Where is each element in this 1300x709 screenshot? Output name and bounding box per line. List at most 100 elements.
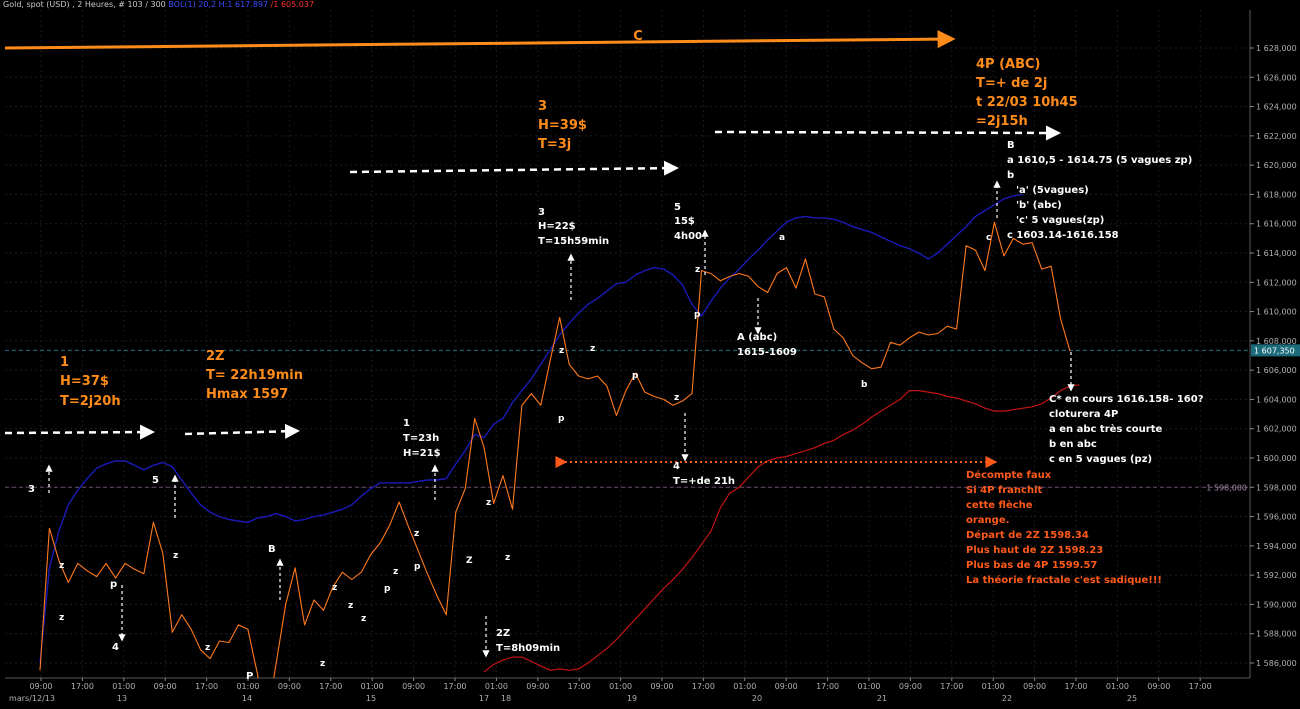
sub5-time: 4h00 <box>674 231 702 242</box>
wave2z-time: T= 22h19min <box>206 368 303 383</box>
x-tick-label: 01:00 <box>733 682 756 691</box>
x-tick-label: 01:00 <box>112 682 135 691</box>
chart-series <box>39 193 1080 678</box>
cstar-line4: b en abc <box>1049 439 1097 450</box>
b-block-title: B <box>1007 140 1015 151</box>
bollinger-label: BOL(1) 20,2 <box>168 0 217 9</box>
y-tick-label: 1 590,000 <box>1256 600 1297 609</box>
p-left-label: p <box>110 579 117 590</box>
wave-letter-label: z <box>59 561 64 571</box>
x-tick-label: 09:00 <box>402 682 425 691</box>
wave-letter-label: z <box>348 601 353 611</box>
wave-letter-label: z <box>332 583 337 593</box>
y-tick-label: 1 592,000 <box>1256 571 1297 580</box>
a-abc-label: A (abc) <box>737 332 777 343</box>
x-tick-label: 17:00 <box>71 682 94 691</box>
wave2z-hmax: Hmax 1597 <box>206 387 288 402</box>
wave-letter-label: p <box>414 562 421 572</box>
chart-grid <box>5 10 1251 679</box>
x-tick-label: 17:00 <box>816 682 839 691</box>
sub2z-title: 2Z <box>496 628 510 639</box>
wave1-duration-arrow <box>4 424 155 440</box>
y-tick-label: 1 594,000 <box>1256 542 1297 551</box>
b-block-c2: 'c' 5 vagues(zp) <box>1016 215 1104 226</box>
wave-letter-label: p <box>632 371 639 381</box>
sub3-height: H=22$ <box>538 221 576 232</box>
x-date-label: 20 <box>752 694 762 703</box>
wave-letter-label: z <box>486 498 491 508</box>
wave-letter-label: z <box>173 551 178 561</box>
wave1-time: T=2j20h <box>60 394 121 409</box>
y-tick-label: 1 600,000 <box>1256 454 1297 463</box>
wave-letter-label: z <box>559 346 564 356</box>
b-block-b2: 'b' (abc) <box>1016 200 1062 211</box>
wave3-number: 3 <box>538 99 547 114</box>
x-date-label: 25 <box>1127 694 1137 703</box>
b-block-c: c 1603.14-1616.158 <box>1007 230 1119 241</box>
x-axis: 09:00 17:00 01:00 09:00 17:00 01:00 09:00 17:00… <box>9 678 1212 703</box>
x-tick-label: 17:00 <box>1189 682 1212 691</box>
decompte-line8: La théorie fractale c'est sadique!!! <box>966 574 1162 586</box>
x-tick-label: 17:00 <box>940 682 963 691</box>
wave-letter-label: Z <box>466 556 473 566</box>
bollinger-upper-line <box>39 193 1023 664</box>
wave3-time: T=3j <box>538 137 571 152</box>
y-axis: 1 586,000 1 588,000 1 590,000 1 592,000 1 59… <box>1206 44 1300 668</box>
sub3-time: T=15h59min <box>538 236 609 247</box>
x-tick-label: 09:00 <box>775 682 798 691</box>
x-date-label: 21 <box>877 694 887 703</box>
decompte-line2: Si 4P franchit <box>966 485 1043 496</box>
wave-letter-label: p <box>694 310 701 320</box>
sub5-number: 5 <box>674 202 681 213</box>
x-tick-label: 09:00 <box>154 682 177 691</box>
x-date-label: 19 <box>627 694 637 703</box>
x-tick-label: 09:00 <box>29 682 52 691</box>
cstar-line3: a en abc très courte <box>1049 423 1162 435</box>
c-trend-arrow <box>4 30 956 50</box>
y-tick-label: 1 628,000 <box>1256 44 1297 53</box>
cstar-line1: C* en cours 1616.158- 160? <box>1049 394 1204 405</box>
x-date-label: 14 <box>242 694 252 703</box>
wave4p-time2: t 22/03 10h45 <box>976 95 1078 110</box>
wave1-number: 1 <box>60 355 69 370</box>
subwave5-left: 5 <box>152 475 159 486</box>
x-tick-label: 17:00 <box>319 682 342 691</box>
chart-header: Gold, spot (USD) , 2 Heures, # 103 / 300… <box>3 0 314 9</box>
x-tick-label: 17:00 <box>568 682 591 691</box>
price-line <box>39 221 1071 678</box>
sub3-number: 3 <box>538 207 545 218</box>
sub1-time: T=23h <box>403 433 439 444</box>
sub1-height: H=21$ <box>403 448 441 459</box>
y-tick-label: 1 598,000 <box>1256 483 1297 492</box>
annotation-arrows <box>4 30 1075 658</box>
x-tick-label: 09:00 <box>1147 682 1170 691</box>
y-tick-label: 1 626,000 <box>1256 73 1297 82</box>
wave-letter-label: z <box>205 643 210 653</box>
wave-letter-label: a <box>779 233 785 243</box>
subwave3-left: 3 <box>28 484 35 495</box>
x-tick-label: 17:00 <box>195 682 218 691</box>
x-tick-label: 09:00 <box>1023 682 1046 691</box>
x-tick-label: 09:00 <box>650 682 673 691</box>
wave4p-title: 4P (ABC) <box>976 57 1041 72</box>
y-tick-label: 1 624,000 <box>1256 103 1297 112</box>
decompte-line6: Plus haut de 2Z 1598.23 <box>966 545 1103 556</box>
current-price-tag <box>1251 344 1300 357</box>
instrument-label: Gold, spot (USD) , 2 Heures, # 103 / 300 <box>3 0 166 9</box>
wave-letter-label: c <box>986 233 991 243</box>
y-tick-label: 1 606,000 <box>1256 366 1297 375</box>
cstar-line5: c en 5 vagues (pz) <box>1049 454 1152 465</box>
x-tick-label: 09:00 <box>278 682 301 691</box>
wave2z-title: 2Z <box>206 349 224 364</box>
y-tick-label: 1 602,000 <box>1256 425 1297 434</box>
wave-letter-label: z <box>695 265 700 275</box>
x-tick-label: 01:00 <box>361 682 384 691</box>
sub1-number: 1 <box>403 418 410 429</box>
wave-letter-label: z <box>320 659 325 669</box>
wave-letter-label: z <box>590 344 595 354</box>
wave3-height: H=39$ <box>538 118 587 133</box>
x-date-label: 17 <box>479 694 489 703</box>
y-tick-label: 1 604,000 <box>1256 395 1297 404</box>
